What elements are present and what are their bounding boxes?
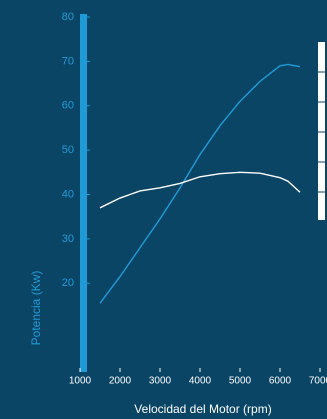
axis-bar <box>80 14 87 372</box>
y-tick-label: 20 <box>62 277 74 289</box>
y-tick-label: 60 <box>62 100 74 112</box>
x-tick-label: 4000 <box>189 376 212 387</box>
series-line <box>99 63 301 304</box>
right-bar <box>318 42 325 220</box>
y-tick-label: 80 <box>62 11 74 23</box>
x-tick-label: 6000 <box>269 376 292 387</box>
x-tick-label: 2000 <box>109 376 132 387</box>
y-tick-label: 30 <box>62 233 74 245</box>
y-axis-label: Potencia (Kw) <box>29 271 43 346</box>
series-line <box>99 171 301 209</box>
y-tick-label: 50 <box>62 144 74 156</box>
x-tick-label: 7000 <box>309 376 327 387</box>
x-tick-label: 3000 <box>149 376 172 387</box>
x-tick-label: 5000 <box>229 376 252 387</box>
x-axis-label: Velocidad del Motor (rpm) <box>134 402 271 416</box>
x-tick-label: 1000 <box>69 376 92 387</box>
y-tick-label: 70 <box>62 55 74 67</box>
y-tick-label: 40 <box>62 188 74 200</box>
right-bar-ticks <box>318 71 325 193</box>
